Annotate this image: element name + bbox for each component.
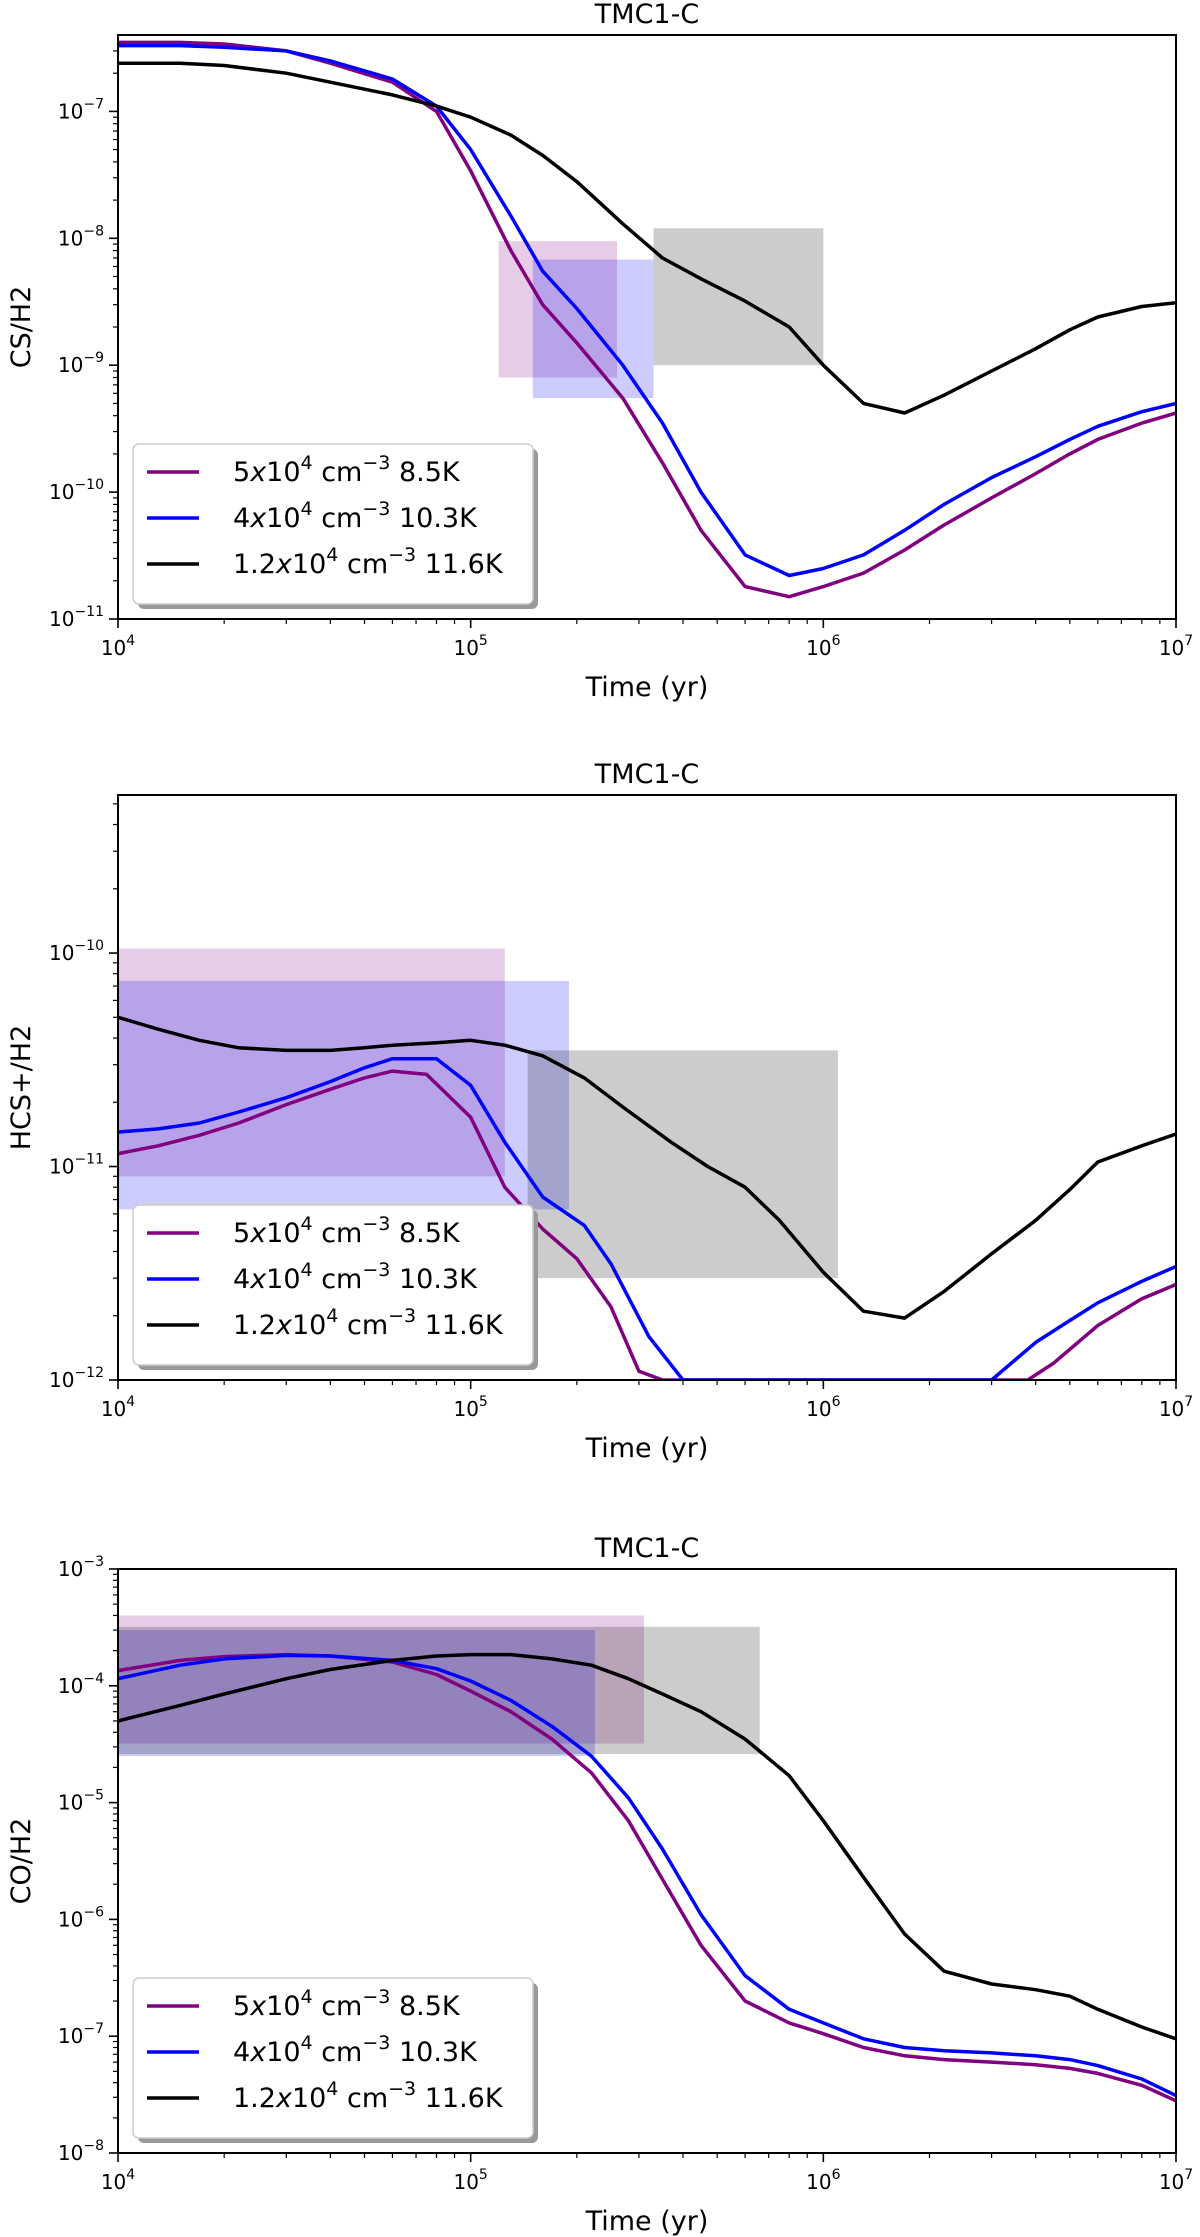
observation-box-1 — [118, 1615, 644, 1744]
legend-label: 5x104 cm−3 8.5K — [233, 452, 461, 488]
x-tick-label: 107 — [1159, 633, 1193, 660]
y-tick-label: 10−4 — [58, 1671, 104, 1698]
x-tick-label: 107 — [1159, 1394, 1193, 1421]
y-tick-label: 10−8 — [58, 2138, 104, 2165]
legend-label: 1.2x104 cm−3 11.6K — [233, 2078, 504, 2114]
x-tick-label: 105 — [453, 1394, 487, 1421]
series-line-1 — [118, 1069, 1176, 1380]
legend-label: 5x104 cm−3 8.5K — [233, 1986, 461, 2022]
observation-box-2 — [118, 1630, 595, 1757]
x-tick-label: 106 — [806, 2167, 840, 2194]
legend-box — [132, 1977, 534, 2139]
series-line-3 — [118, 61, 1176, 415]
series-line-2 — [118, 43, 1176, 578]
plot-frame — [117, 1568, 1177, 2154]
legend-label: 4x104 cm−3 10.3K — [233, 2032, 478, 2068]
chart-panel-1: 104 105 106 107 10−11 10−10 10−9 10−8 10−7 TMC1-C… — [6, 0, 1193, 703]
x-axis-label: Time (yr) — [585, 2206, 709, 2237]
legend-label: 1.2x104 cm−3 11.6K — [233, 1305, 504, 1341]
minor-ticks — [113, 803, 1161, 1385]
series-line-3 — [118, 1015, 1176, 1320]
legend-label: 1.2x104 cm−3 11.6K — [233, 544, 504, 580]
series-line-2 — [118, 1056, 1176, 1380]
y-tick-label: 10−12 — [49, 1365, 104, 1392]
y-axis-label: HCS+/H2 — [6, 1025, 37, 1151]
chart-panel-3: 104 105 106 107 10−8 10−7 10−6 10−5 10−4 10−3 TMC1… — [6, 1533, 1193, 2237]
y-tick-label: 10−3 — [58, 1554, 104, 1581]
observation-boxes — [118, 1615, 760, 1757]
y-tick-label: 10−6 — [58, 1904, 104, 1931]
y-tick-label: 10−9 — [58, 350, 104, 377]
y-axis-label: CS/H2 — [6, 286, 37, 369]
observation-box-3 — [527, 1050, 838, 1279]
chart-title: TMC1-C — [594, 759, 699, 790]
y-tick-label: 10−7 — [58, 2021, 104, 2048]
legend-box — [132, 1204, 534, 1366]
chart-title: TMC1-C — [594, 0, 699, 30]
x-tick-label: 107 — [1159, 2167, 1193, 2194]
minor-ticks — [113, 50, 1161, 624]
x-tick-label: 105 — [453, 2167, 487, 2194]
chart-title: TMC1-C — [594, 1533, 699, 1564]
x-tick-label: 106 — [806, 633, 840, 660]
legend: 5x104 cm−3 8.5K 4x104 cm−3 10.3K 1.2x104 c… — [132, 1204, 538, 1370]
series-line-3 — [118, 1652, 1176, 2041]
x-axis-label: Time (yr) — [585, 1433, 709, 1464]
series-lines — [118, 1652, 1176, 2103]
minor-ticks — [113, 1573, 1161, 2158]
observation-box-3 — [118, 1626, 760, 1755]
x-tick-label: 104 — [101, 1394, 135, 1421]
legend-label: 4x104 cm−3 10.3K — [233, 1259, 478, 1295]
x-tick-label: 104 — [101, 633, 135, 660]
legend: 5x104 cm−3 8.5K 4x104 cm−3 10.3K 1.2x104 c… — [132, 1977, 538, 2143]
x-tick-label: 106 — [806, 1394, 840, 1421]
y-tick-label: 10−8 — [58, 223, 104, 250]
y-tick-label: 10−10 — [49, 477, 104, 504]
chart-panel-2: 104 105 106 107 10−12 10−11 10−10 TMC1-C Time (y… — [6, 759, 1193, 1464]
y-tick-label: 10−7 — [58, 96, 104, 123]
y-tick-label: 10−11 — [49, 1152, 104, 1179]
x-tick-label: 104 — [101, 2167, 135, 2194]
x-tick-label: 105 — [453, 633, 487, 660]
plot-frame — [117, 794, 1177, 1381]
legend-box — [132, 443, 534, 605]
series-line-1 — [118, 40, 1176, 599]
legend-label: 5x104 cm−3 8.5K — [233, 1213, 461, 1249]
legend-label: 4x104 cm−3 10.3K — [233, 498, 478, 534]
observation-box-2 — [118, 980, 569, 1210]
y-axis-label: CO/H2 — [6, 1818, 37, 1905]
x-axis-label: Time (yr) — [585, 672, 709, 703]
legend: 5x104 cm−3 8.5K 4x104 cm−3 10.3K 1.2x104 c… — [132, 443, 538, 609]
series-lines — [118, 1015, 1176, 1380]
series-line-2 — [118, 1653, 1176, 2098]
series-lines — [118, 40, 1176, 599]
y-tick-label: 10−10 — [49, 938, 104, 965]
y-tick-label: 10−5 — [58, 1788, 104, 1815]
observation-boxes — [498, 228, 824, 399]
y-tick-label: 10−11 — [49, 604, 104, 631]
